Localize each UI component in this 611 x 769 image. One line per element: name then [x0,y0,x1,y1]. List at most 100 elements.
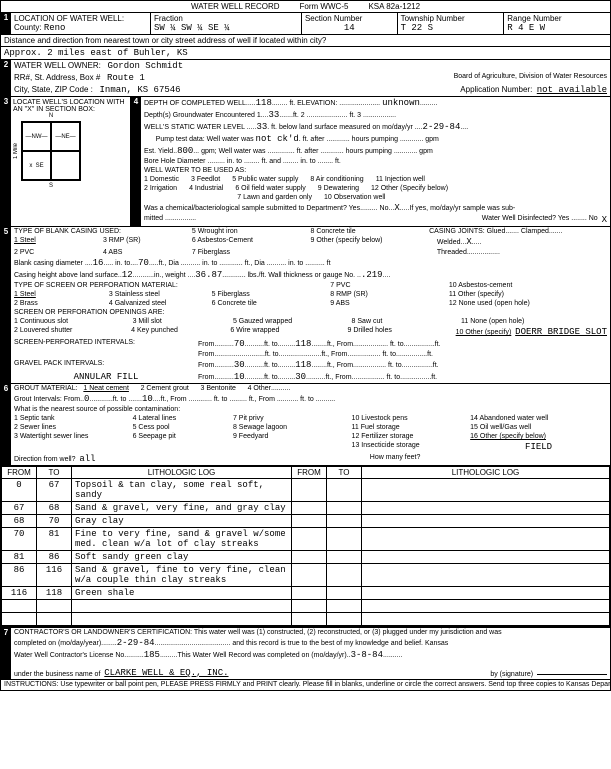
th-to2: TO [327,467,362,479]
rr-label: RR#, St. Address, Box # [14,73,100,82]
use-opt: 4 Industrial [189,185,223,192]
form-header: WATER WELL RECORD Form WWC-5 KSA 82a-121… [1,1,610,13]
table-cell [362,600,610,613]
county-val: Reno [44,23,66,33]
table-cell: Soft sandy green clay [72,551,292,564]
pump-val: not ck'd [256,134,299,144]
th-from: FROM [2,467,37,479]
pump-label: Pump test data: Well water was [156,136,254,143]
table-header-row: FROM TO LITHOLOGIC LOG FROM TO LITHOLOGI… [2,467,610,479]
table-row [2,600,610,613]
section-grid: —NW— —NE— x SE [21,121,81,181]
table-row: 7081Fine to very fine, sand & gravel w/s… [2,528,610,551]
n-label: N [19,113,83,119]
table-cell: 68 [2,515,37,528]
table-cell [327,600,362,613]
static-label: WELL'S STATIC WATER LEVEL [144,124,245,131]
section-6-row: 6 GROUT MATERIAL: 1 Neat cement 2 Cement… [1,384,610,466]
distance-label: Distance and direction from nearest town… [4,36,326,45]
table-cell [327,528,362,551]
chem-val: X [394,203,399,213]
table-cell [72,613,292,626]
s-label: S [19,183,83,189]
table-cell [292,564,327,587]
title-mid: Form WWC-5 [300,2,349,11]
use-opt: 5 Public water supply [232,176,298,183]
se-cell [51,151,80,180]
table-cell: 86 [37,551,72,564]
section-1-row: 1 LOCATION OF WATER WELL: County: Reno F… [1,13,610,35]
th-log2: LITHOLOGIC LOG [362,467,610,479]
static-val: 33 [256,122,267,132]
height-label: Casing height above land surface [14,272,118,279]
sw-cell: x SE [22,151,51,180]
table-cell [292,515,327,528]
screen-label: TYPE OF SCREEN OR PERFORATION MATERIAL: [14,282,330,289]
sec3-label: LOCATE WELL'S LOCATION WITH AN "X" IN SE… [13,99,128,113]
table-cell [292,587,327,600]
table-cell [2,600,37,613]
openings-label: SCREEN OR PERFORATION OPENINGS ARE: [11,308,610,317]
water-well-form: WATER WELL RECORD Form WWC-5 KSA 82a-121… [0,0,611,691]
board-label: Board of Agriculture, Division of Water … [454,73,607,83]
use-options: 1 Domestic 3 Feedlot 5 Public water supp… [141,175,610,184]
table-cell [362,613,610,626]
yield-val: 800 [177,146,193,156]
section-5-num: 5 [1,227,11,383]
fraction-label: Fraction [154,14,298,23]
th-from2: FROM [292,467,327,479]
th-to: TO [37,467,72,479]
table-cell [37,600,72,613]
table-row [2,613,610,626]
table-cell [362,502,610,515]
table-cell: Green shale [72,587,292,600]
table-cell: 81 [37,528,72,551]
section-2-num: 2 [1,60,11,96]
distance-row: Distance and direction from nearest town… [1,35,610,47]
table-cell [292,600,327,613]
section-3-num: 3 [1,97,11,226]
use-opt: 6 Oil field water supply [235,185,305,192]
section-val: 14 [305,23,394,33]
table-cell: Fine to very fine, sand & gravel w/some … [72,528,292,551]
cert-label: CONTRACTOR'S OR LANDOWNER'S CERTIFICATIO… [11,628,610,637]
chem-label: Was a chemical/bacteriological sample su… [144,205,388,212]
owner-label: WATER WELL OWNER: [14,61,101,70]
disinfect-val: X [602,215,607,225]
ne-cell: —NE— [51,122,80,151]
grout-label: GROUT MATERIAL: [14,385,78,392]
table-row: 86116Sand & gravel, fine to very fine, c… [2,564,610,587]
gw-label: Depth(s) Groundwater Encountered 1 [144,112,261,119]
title-right: KSA 82a-1212 [368,2,420,11]
app-label: Application Number: [460,85,532,94]
city-label: City, State, ZIP Code : [14,85,93,94]
table-row: 8186Soft sandy green clay [2,551,610,564]
section-5-row: 5 TYPE OF BLANK CASING USED:5 Wrought ir… [1,227,610,384]
fraction-val: SW ¼ SW ¼ SE ¼ [154,23,298,33]
contam-label: What is the nearest source of possible c… [11,405,610,414]
owner-val: Gordon Schmidt [108,61,184,71]
table-cell [327,515,362,528]
use-opt: 8 Air conditioning [310,176,363,183]
rr-val: Route 1 [107,73,145,83]
distance-val: Approx. 2 miles east of Buhler, KS [1,47,610,60]
table-cell: 67 [37,479,72,502]
th-log: LITHOLOGIC LOG [72,467,292,479]
section-6-num: 6 [1,384,11,465]
title-left: WATER WELL RECORD [191,2,280,11]
use-opt: 7 Lawn and garden only [237,194,312,201]
table-row: 067Topsoil & tan clay, some real soft, s… [2,479,610,502]
table-cell [362,479,610,502]
table-cell [292,528,327,551]
use-options-2: 2 Irrigation 4 Industrial 6 Oil field wa… [141,184,610,193]
table-cell [292,613,327,626]
township-label: Township Number [401,14,501,23]
depth-val: 118 [256,98,272,108]
table-cell [327,587,362,600]
yield-label: Est. Yield [144,148,173,155]
use-opt: 9 Dewatering [318,185,359,192]
table-cell: 81 [2,551,37,564]
table-cell [327,502,362,515]
table-cell: 0 [2,479,37,502]
use-label: WELL WATER TO BE USED AS: [144,167,246,174]
